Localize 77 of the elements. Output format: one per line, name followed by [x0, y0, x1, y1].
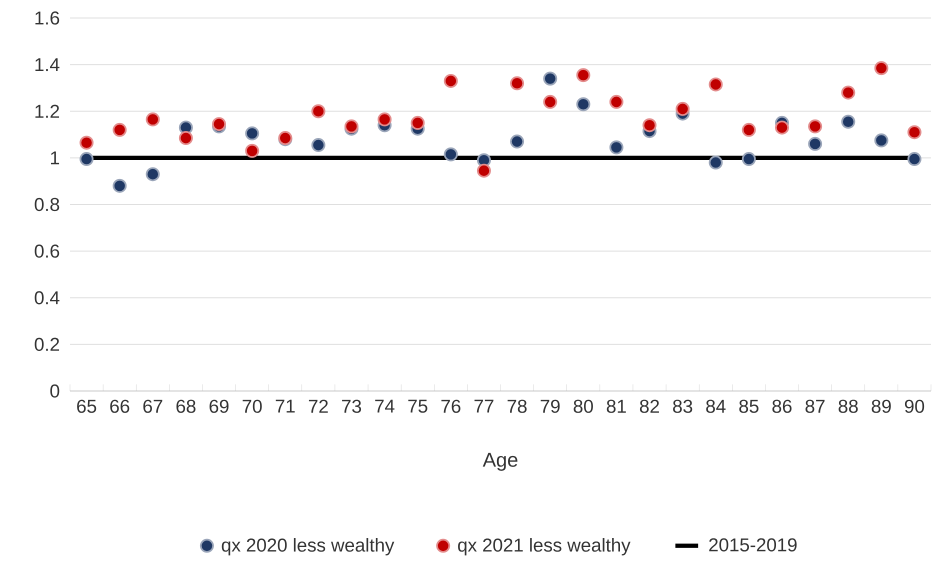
x-tick-label: 75	[408, 400, 428, 413]
x-tick-label: 79	[540, 400, 560, 413]
x-tick-label: 80	[574, 400, 593, 413]
x-tick-label: 70	[242, 400, 262, 413]
x-axis-title: Age	[482, 452, 518, 471]
point	[311, 138, 326, 152]
point	[311, 104, 326, 118]
point	[444, 147, 458, 162]
y-tick-label: 0.4	[34, 291, 60, 304]
point	[609, 94, 624, 109]
legend-label: 2015-2019	[709, 538, 797, 552]
point	[543, 94, 558, 109]
x-tick-label: 86	[772, 400, 792, 413]
point	[774, 120, 789, 135]
x-tick-label: 90	[904, 400, 924, 413]
x-tick-label: 71	[276, 400, 295, 413]
point	[742, 122, 756, 137]
y-tick-label: 1	[51, 151, 60, 164]
point	[576, 68, 590, 82]
point	[112, 122, 127, 137]
x-tick-label: 81	[606, 400, 626, 413]
point	[708, 156, 723, 170]
point	[510, 134, 524, 149]
point	[378, 112, 392, 126]
x-tick-label: 76	[441, 400, 460, 413]
point	[642, 118, 657, 132]
point	[841, 86, 856, 100]
point	[510, 76, 524, 90]
point	[344, 119, 358, 134]
point	[146, 167, 160, 182]
legend-label: qx 2021 less wealthy	[458, 538, 630, 556]
point	[808, 136, 822, 151]
x-tick-label: 87	[806, 400, 825, 413]
x-tick-label: 82	[640, 400, 659, 413]
point	[245, 126, 260, 140]
point	[80, 152, 94, 166]
point	[476, 164, 491, 178]
x-tick-label: 78	[508, 400, 527, 413]
point	[80, 136, 94, 150]
x-tick-label: 73	[342, 400, 362, 413]
y-tick-label: 1.6	[35, 11, 60, 25]
point	[874, 61, 888, 76]
x-tick-label: 72	[308, 400, 328, 413]
point	[576, 97, 590, 112]
y-tick-label: 1.2	[35, 104, 60, 118]
y-tick-label: 1.4	[35, 58, 60, 72]
x-tick-label: 85	[739, 400, 758, 413]
x-tick-label: 66	[110, 400, 130, 413]
point	[808, 119, 822, 134]
point	[874, 133, 888, 148]
point	[609, 140, 624, 154]
x-tick-label: 89	[872, 400, 891, 413]
x-tick-label: 68	[176, 400, 196, 413]
y-tick-label: 0.6	[34, 244, 60, 258]
x-tick-label: 84	[706, 400, 726, 413]
point	[146, 112, 160, 126]
point	[444, 74, 458, 88]
x-tick-label: 88	[838, 400, 858, 413]
point	[543, 72, 558, 86]
x-tick-label: 74	[375, 400, 394, 413]
x-tick-label: 77	[474, 400, 494, 413]
x-tick-label: 67	[143, 400, 162, 413]
point	[676, 102, 690, 116]
point	[112, 178, 127, 193]
legend-label: qx 2020 less wealthy	[222, 538, 394, 556]
y-tick-label: 0.2	[34, 338, 60, 351]
point	[841, 114, 856, 129]
point	[410, 116, 425, 130]
point	[742, 152, 756, 166]
y-tick-label: 0.8	[34, 198, 60, 212]
x-tick-label: 69	[210, 400, 229, 413]
point	[708, 77, 723, 92]
x-tick-label: 83	[673, 400, 692, 413]
x-tick-label: 65	[77, 400, 96, 413]
point	[178, 131, 193, 146]
point	[245, 144, 260, 158]
y-tick-label: 0	[50, 384, 60, 398]
